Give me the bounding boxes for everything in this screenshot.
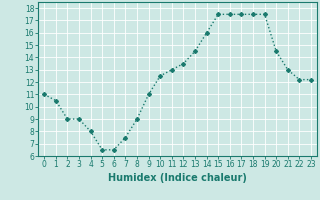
X-axis label: Humidex (Indice chaleur): Humidex (Indice chaleur) [108, 173, 247, 183]
